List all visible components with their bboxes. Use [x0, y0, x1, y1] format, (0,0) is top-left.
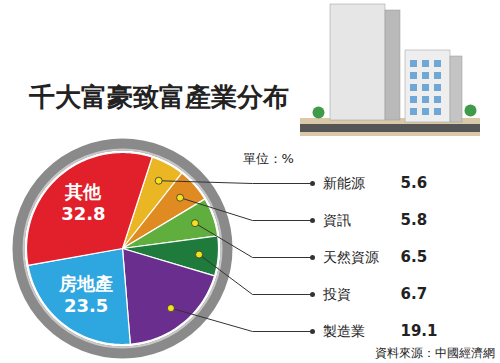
svg-text:投資: 投資 — [322, 286, 351, 302]
svg-text:6.7: 6.7 — [401, 285, 428, 303]
svg-text:新能源: 新能源 — [323, 175, 365, 191]
svg-text:製造業: 製造業 — [323, 323, 365, 339]
svg-text:天然資源: 天然資源 — [323, 249, 379, 265]
svg-text:其他: 其他 — [64, 181, 102, 202]
svg-text:5.8: 5.8 — [401, 211, 428, 229]
svg-text:6.5: 6.5 — [401, 248, 428, 266]
svg-text:資料來源：中國經濟網: 資料來源：中國經濟網 — [375, 346, 495, 360]
svg-text:19.1: 19.1 — [401, 322, 438, 340]
svg-text:23.5: 23.5 — [64, 295, 108, 316]
svg-text:5.6: 5.6 — [401, 174, 428, 192]
svg-text:千大富豪致富產業分布: 千大富豪致富產業分布 — [28, 82, 289, 112]
svg-text:房地產: 房地產 — [58, 273, 113, 294]
svg-text:資訊: 資訊 — [323, 212, 351, 228]
svg-text:單位：%: 單位：% — [243, 151, 294, 166]
svg-text:32.8: 32.8 — [61, 203, 105, 224]
